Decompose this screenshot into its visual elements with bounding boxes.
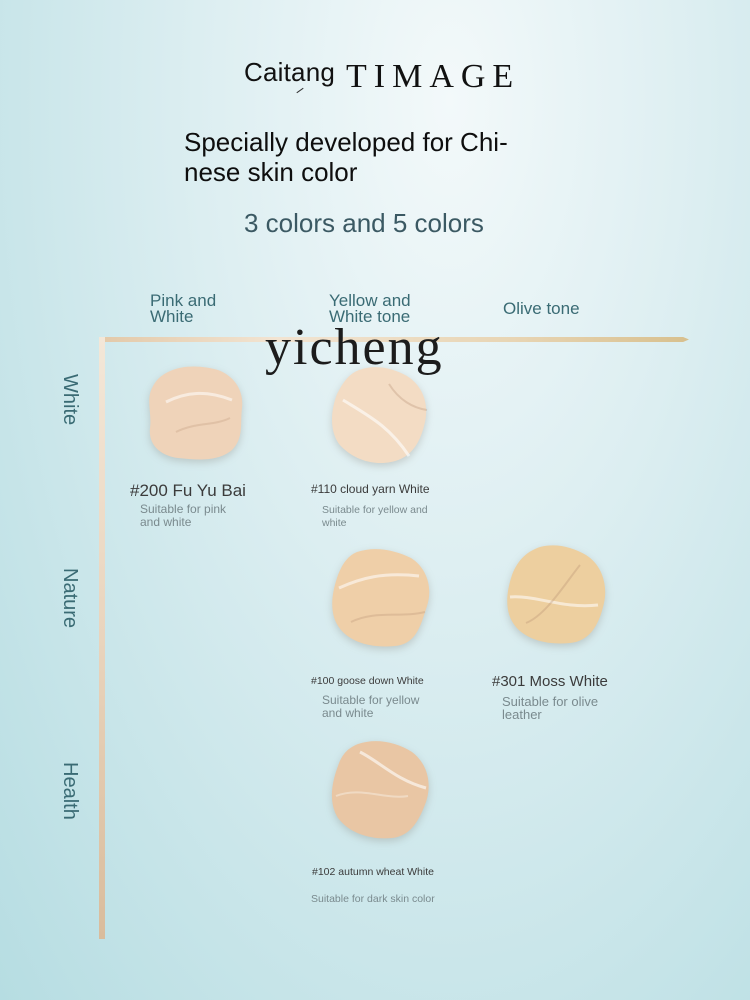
- row-header-white: White: [59, 374, 81, 426]
- swatch-110: [329, 364, 429, 464]
- shade-desc-100: Suitable for yellow and white: [322, 693, 420, 720]
- shade-desc-200: Suitable for pink and white: [140, 502, 227, 529]
- watermark-text: yicheng: [265, 319, 444, 376]
- swatch-102: [330, 740, 430, 840]
- column-header-olive: Olive tone: [503, 299, 580, 318]
- shade-desc-102: Suitable for dark skin color: [311, 893, 435, 905]
- swatch-301: [506, 545, 606, 645]
- brand-name-en: TIMAGE: [346, 58, 521, 95]
- shade-name-100: #100 goose down White: [311, 675, 424, 687]
- shade-name-200: #200 Fu Yu Bai: [130, 481, 246, 500]
- shade-name-301: #301 Moss White: [492, 673, 608, 690]
- swatch-100: [331, 548, 431, 648]
- brand-name-cn: Caitang: [244, 57, 336, 87]
- swatch-100-shape: [332, 549, 430, 647]
- swatch-102-shape: [331, 741, 429, 839]
- shade-name-102: #102 autumn wheat White: [312, 866, 434, 878]
- swatch-301-shape: [507, 545, 606, 644]
- swatch-110-shape: [332, 367, 427, 464]
- headline: Specially developed for Chi-nese skin co…: [184, 127, 508, 187]
- vertical-axis: [99, 337, 105, 939]
- row-header-health: Health: [59, 762, 81, 820]
- shade-desc-110: Suitable for yellow and white: [322, 504, 428, 529]
- swatch-200-shape: [149, 366, 243, 460]
- column-header-yellow-white: Yellow and White tone: [329, 291, 411, 326]
- subheadline: 3 colors and 5 colors: [244, 208, 484, 238]
- column-header-pink-white: Pink and White: [150, 291, 217, 326]
- row-header-nature: Nature: [59, 568, 81, 629]
- shade-name-110: #110 cloud yarn White: [311, 482, 430, 496]
- horizontal-axis: [101, 337, 689, 342]
- swatch-200: [146, 362, 246, 462]
- shade-desc-301: Suitable for olive leather: [502, 694, 599, 722]
- brand-mark-icon: [296, 87, 304, 94]
